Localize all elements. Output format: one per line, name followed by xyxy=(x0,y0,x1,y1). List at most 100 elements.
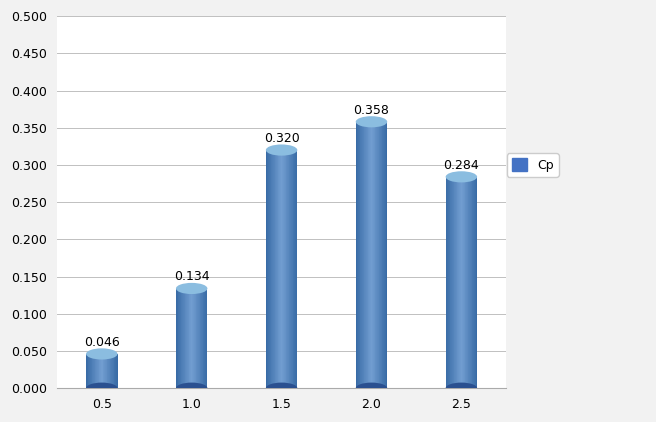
Bar xyxy=(283,150,284,388)
Bar xyxy=(452,177,453,388)
Bar xyxy=(375,122,376,388)
Bar xyxy=(359,122,360,388)
Bar xyxy=(205,289,206,388)
Bar xyxy=(467,177,468,388)
Bar xyxy=(476,177,477,388)
Bar xyxy=(378,122,379,388)
Text: 0.358: 0.358 xyxy=(354,103,390,116)
Bar xyxy=(377,122,378,388)
Bar xyxy=(192,289,194,388)
Bar xyxy=(471,177,472,388)
Bar xyxy=(90,354,91,388)
Ellipse shape xyxy=(176,383,207,394)
Bar xyxy=(91,354,92,388)
Bar xyxy=(358,122,359,388)
Ellipse shape xyxy=(356,116,387,127)
Bar xyxy=(455,177,456,388)
Bar xyxy=(371,122,372,388)
Bar xyxy=(106,354,108,388)
Bar xyxy=(289,150,290,388)
Bar xyxy=(382,122,383,388)
Bar xyxy=(187,289,188,388)
Text: 0.284: 0.284 xyxy=(443,159,480,172)
Bar xyxy=(285,150,286,388)
Bar xyxy=(475,177,476,388)
Bar xyxy=(367,122,368,388)
Ellipse shape xyxy=(86,348,117,360)
Bar xyxy=(268,150,269,388)
Bar xyxy=(113,354,114,388)
Bar xyxy=(364,122,365,388)
Bar xyxy=(186,289,187,388)
Bar xyxy=(270,150,272,388)
Bar xyxy=(204,289,205,388)
Bar xyxy=(290,150,291,388)
Bar xyxy=(374,122,375,388)
Bar xyxy=(296,150,297,388)
Text: 0.134: 0.134 xyxy=(174,270,209,283)
Bar xyxy=(288,150,289,388)
Bar xyxy=(369,122,370,388)
Bar xyxy=(272,150,273,388)
Bar xyxy=(115,354,116,388)
Bar xyxy=(292,150,293,388)
Bar xyxy=(464,177,465,388)
Bar xyxy=(97,354,98,388)
Bar xyxy=(191,289,192,388)
Text: 0.320: 0.320 xyxy=(264,132,299,145)
Ellipse shape xyxy=(176,283,207,294)
Bar xyxy=(266,150,268,388)
Bar xyxy=(447,177,448,388)
Bar xyxy=(92,354,93,388)
Ellipse shape xyxy=(86,383,117,394)
Bar xyxy=(284,150,285,388)
Bar xyxy=(105,354,106,388)
Bar xyxy=(176,289,178,388)
Bar xyxy=(474,177,475,388)
Bar xyxy=(282,150,283,388)
Bar xyxy=(277,150,278,388)
Bar xyxy=(448,177,449,388)
Text: 0.046: 0.046 xyxy=(84,336,119,349)
Bar xyxy=(87,354,88,388)
Bar xyxy=(463,177,464,388)
Bar xyxy=(453,177,455,388)
Bar xyxy=(379,122,380,388)
Bar xyxy=(274,150,276,388)
Bar xyxy=(468,177,469,388)
Bar xyxy=(281,150,282,388)
Bar xyxy=(183,289,184,388)
Bar xyxy=(188,289,190,388)
Bar xyxy=(86,354,87,388)
Bar xyxy=(356,122,358,388)
Bar xyxy=(109,354,110,388)
Bar xyxy=(273,150,274,388)
Bar xyxy=(472,177,473,388)
Bar xyxy=(469,177,470,388)
Bar xyxy=(112,354,113,388)
Bar xyxy=(383,122,384,388)
Bar xyxy=(180,289,182,388)
Bar xyxy=(102,354,104,388)
Bar xyxy=(462,177,463,388)
Bar xyxy=(365,122,366,388)
Bar xyxy=(459,177,460,388)
Bar xyxy=(190,289,191,388)
Bar xyxy=(196,289,197,388)
Bar xyxy=(206,289,207,388)
Bar xyxy=(182,289,183,388)
Bar xyxy=(286,150,287,388)
Bar xyxy=(368,122,369,388)
Bar xyxy=(366,122,367,388)
Bar xyxy=(195,289,196,388)
Bar xyxy=(287,150,288,388)
Bar xyxy=(461,177,462,388)
Bar xyxy=(380,122,381,388)
Bar xyxy=(361,122,362,388)
Ellipse shape xyxy=(266,144,297,156)
Bar xyxy=(456,177,457,388)
Bar xyxy=(203,289,204,388)
Bar xyxy=(100,354,101,388)
Bar xyxy=(110,354,112,388)
Bar xyxy=(279,150,280,388)
